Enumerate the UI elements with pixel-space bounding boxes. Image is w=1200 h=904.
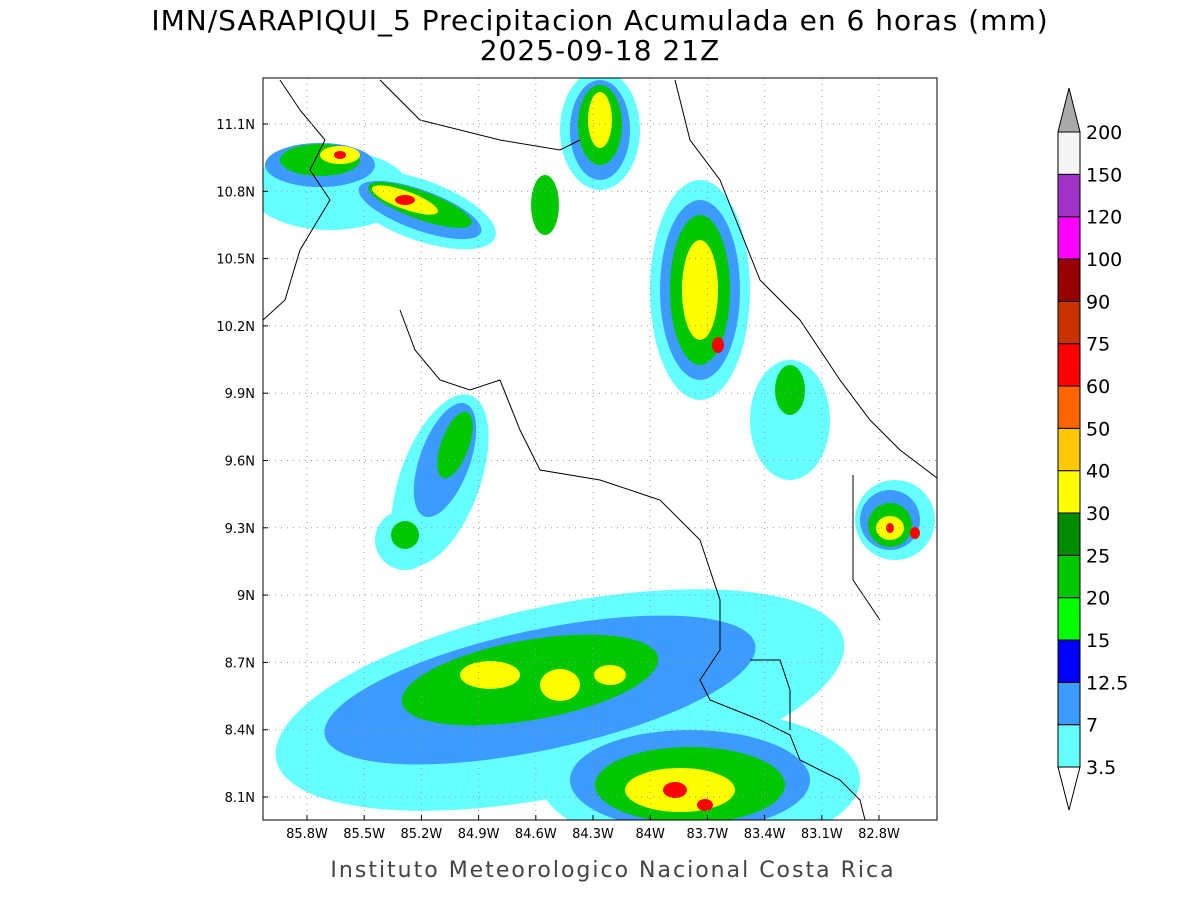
lon-label: 85.8W — [286, 827, 328, 842]
lon-label: 83.4W — [744, 827, 786, 842]
colorbar-box — [1057, 300, 1081, 345]
title: IMN/SARAPIQUI_5 Precipitacion Acumulada … — [151, 4, 1048, 37]
colorbar-box — [1057, 258, 1081, 302]
colorbar-box — [1057, 639, 1081, 683]
colorbar-label: 15 — [1086, 630, 1110, 652]
colorbar-under — [1057, 766, 1081, 811]
colorbar-label: 120 — [1086, 207, 1122, 229]
colorbar-box — [1057, 554, 1081, 599]
coastlines — [263, 79, 937, 820]
rain-60 — [334, 151, 920, 811]
lon-label: 84.6W — [515, 827, 557, 842]
lon-label: 84.3W — [572, 827, 614, 842]
colorbar-box — [1057, 216, 1081, 260]
lon-label: 85.2W — [400, 827, 442, 842]
lat-label: 8.7N — [225, 656, 255, 671]
colorbar-label: 25 — [1086, 545, 1110, 567]
colorbar-label: 60 — [1086, 376, 1110, 398]
lat-label: 9.6N — [225, 455, 255, 470]
colorbar-label: 150 — [1086, 164, 1122, 186]
lat-label: 10.2N — [216, 320, 255, 335]
precip-field — [263, 78, 935, 820]
colorbar-box — [1057, 343, 1081, 387]
lon-label: 82.8W — [858, 827, 900, 842]
colorbar-over — [1057, 87, 1081, 133]
colorbar-label: 200 — [1086, 122, 1122, 144]
colorbar-box — [1057, 427, 1081, 472]
colorbar-box — [1057, 724, 1081, 768]
colorbar-label: 7 — [1086, 715, 1098, 737]
colorbar-box — [1057, 173, 1081, 218]
lat-label: 9.9N — [225, 387, 255, 402]
lon-label: 85.5W — [343, 827, 385, 842]
colorbar-box — [1057, 681, 1081, 726]
colorbar-box — [1057, 597, 1081, 641]
colorbar-label: 20 — [1086, 588, 1110, 610]
lat-label: 10.5N — [216, 253, 255, 268]
colorbar-box — [1057, 470, 1081, 514]
lat-label: 8.4N — [225, 724, 255, 739]
lat-label: 11.1N — [216, 118, 255, 133]
lon-label: 83.7W — [686, 827, 728, 842]
colorbar-box — [1057, 512, 1081, 556]
lat-label: 10.8N — [216, 185, 255, 200]
colorbar-label: 75 — [1086, 334, 1110, 356]
colorbar-label: 12.5 — [1086, 672, 1128, 694]
colorbar-label: 30 — [1086, 503, 1110, 525]
subtitle: 2025-09-18 21Z — [480, 34, 720, 67]
colorbar-label: 40 — [1086, 461, 1110, 483]
colorbar: 3.5 7 12.5 15 20 25 30 40 50 60 75 90 100 120 150 200 — [1057, 87, 1128, 811]
graticule: 11.1N 10.8N 10.5N 10.2N 9.9N 9.6N 9.3N 9N 8.7N 8.… — [216, 78, 937, 842]
colorbar-label: 90 — [1086, 291, 1110, 313]
lat-label: 9.3N — [225, 522, 255, 537]
colorbar-box — [1057, 385, 1081, 429]
lat-label: 8.1N — [225, 791, 255, 806]
colorbar-label: 100 — [1086, 249, 1122, 271]
footer: Instituto Meteorologico Nacional Costa R… — [330, 858, 895, 883]
colorbar-label: 50 — [1086, 418, 1110, 440]
map-frame — [262, 77, 938, 821]
colorbar-label: 3.5 — [1086, 757, 1116, 779]
lon-label: 84W — [635, 827, 665, 842]
lat-label: 9N — [237, 589, 255, 604]
colorbar-box — [1057, 131, 1081, 175]
lon-label: 83.1W — [801, 827, 843, 842]
lon-label: 84.9W — [458, 827, 500, 842]
